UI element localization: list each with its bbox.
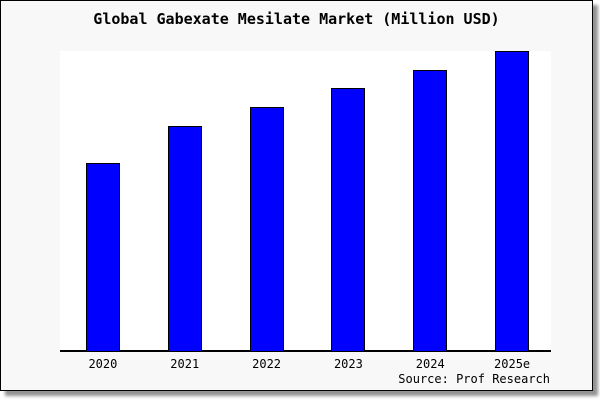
chart-title: Global Gabexate Mesilate Market (Million…	[93, 10, 500, 28]
bar-2025e	[495, 51, 530, 351]
bar-2024	[413, 70, 448, 351]
x-tick-label: 2024	[415, 357, 445, 371]
x-tick-label: 2021	[170, 357, 200, 371]
chart-panel: Global Gabexate Mesilate Market (Million…	[0, 0, 593, 391]
x-tick-label: 2020	[88, 357, 118, 371]
x-tick-label: 2022	[252, 357, 282, 371]
bar-2021	[167, 126, 202, 351]
bar-2020	[85, 163, 120, 351]
x-tick-label: 2023	[333, 357, 363, 371]
x-tick-label: 2025e	[494, 357, 531, 371]
bar-2023	[331, 88, 366, 351]
plot-area	[60, 51, 551, 352]
source-credit: Source: Prof Research	[398, 372, 550, 386]
bar-2022	[249, 107, 284, 351]
x-axis-line	[60, 350, 551, 352]
